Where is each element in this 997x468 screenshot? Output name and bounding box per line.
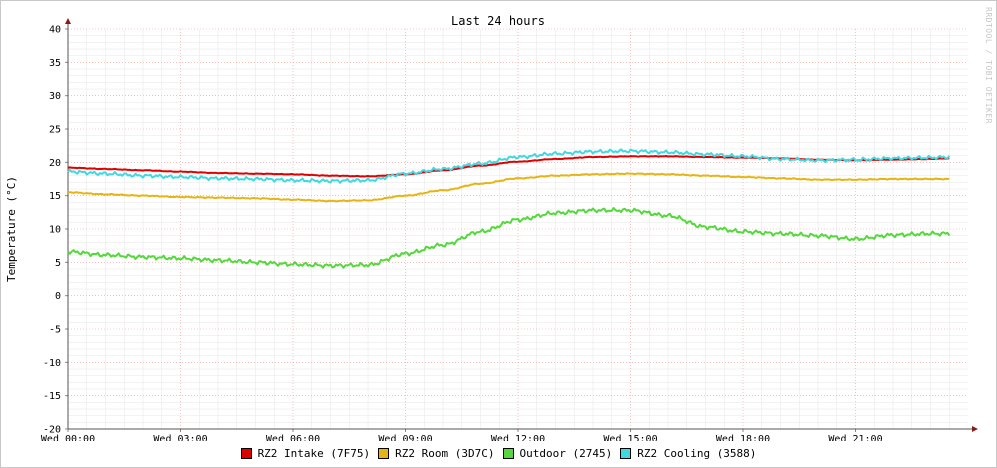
legend-label: RZ2 Room (3D7C) [395,447,495,460]
x-tick-label: Wed 15:00 [603,434,657,441]
x-tick-label: Wed 00:00 [41,434,95,441]
x-tick-label: Wed 03:00 [153,434,207,441]
legend-swatch [620,448,632,459]
chart-title: Last 24 hours [451,14,545,28]
legend-label: RZ2 Cooling (3588) [637,447,757,460]
x-tick-label: Wed 06:00 [266,434,320,441]
legend: RZ2 Intake (7F75) RZ2 Room (3D7C) Outdoor … [1,447,996,460]
legend-item: RZ2 Room (3D7C) [378,447,495,460]
y-tick-label: 0 [55,291,61,302]
x-tick-label: Wed 09:00 [378,434,432,441]
y-tick-label: 5 [55,258,61,269]
legend-item: RZ2 Cooling (3588) [620,447,756,460]
legend-swatch [378,448,390,459]
y-axis-arrow [65,18,71,24]
x-tick-label: Wed 18:00 [716,434,770,441]
grid [67,28,968,430]
y-axis-label: Temperature (°C) [5,176,18,282]
series-lines [67,148,951,269]
series-line-1 [68,172,950,203]
y-tick-label: 25 [49,125,61,136]
legend-swatch [240,448,252,459]
y-tick-label: 35 [49,58,61,69]
legend-label: RZ2 Intake (7F75) [257,447,371,460]
y-tick-label: 15 [49,191,61,202]
legend-item: RZ2 Intake (7F75) [240,447,371,460]
series-line-3 [67,148,951,184]
watermark: RRDTOOL / TOBI OETIKER [984,7,993,124]
y-tick-label: -10 [43,358,61,369]
x-tick-label: Wed 21:00 [828,434,882,441]
series-line-2 [67,207,951,269]
x-axis-arrow [972,426,978,432]
legend-label: Outdoor (2745) [519,447,613,460]
y-tick-label: -15 [43,391,61,402]
y-tick-label: 40 [49,25,61,36]
y-tick-label: 10 [49,225,61,236]
y-tick-label: -5 [49,325,61,336]
x-tick-label: Wed 12:00 [491,434,545,441]
y-tick-label: 20 [49,158,61,169]
y-tick-label: 30 [49,91,61,102]
legend-item: Outdoor (2745) [502,447,613,460]
y-tick-label: -20 [43,425,61,436]
legend-swatch [502,448,514,459]
